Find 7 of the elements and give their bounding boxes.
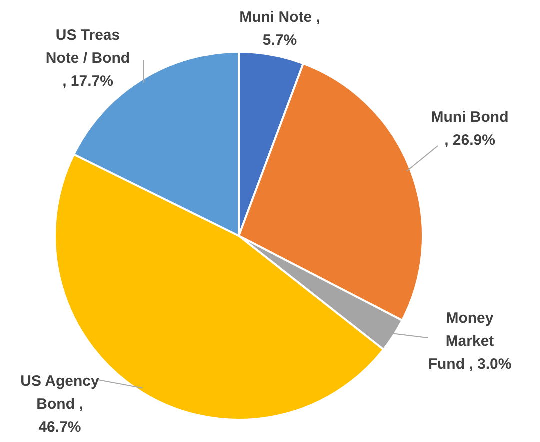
slice-label: US Agency Bond , 46.7% — [20, 373, 100, 436]
slice-label: Money Market Fund , 3.0% — [428, 310, 512, 373]
slice-label: US Treas Note / Bond — [46, 27, 130, 67]
data-label: , 17.7% — [62, 73, 114, 90]
data-label: , 26.9% — [444, 132, 496, 149]
slice-label: Muni Bond — [431, 109, 509, 126]
slice-label: Muni Note , 5.7% — [240, 9, 320, 49]
